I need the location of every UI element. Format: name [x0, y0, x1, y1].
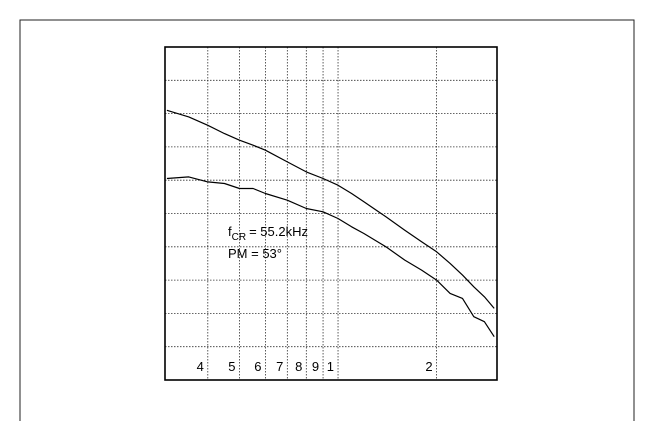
trace — [166, 109, 495, 309]
trace — [166, 176, 495, 338]
x-tick-label: 7 — [276, 359, 283, 374]
annotation-subscript: CR — [232, 232, 246, 243]
x-tick-label: 2 — [425, 359, 432, 374]
x-tick-label: 4 — [197, 359, 204, 374]
plot-frame — [164, 46, 498, 381]
annotation-text: = 55.2kHz — [249, 224, 308, 239]
x-tick-label: 9 — [312, 359, 319, 374]
annotation: PM = 53° — [228, 246, 282, 261]
x-tick-label: 5 — [228, 359, 235, 374]
page-border — [19, 19, 635, 421]
annotation: fCR = 55.2kHz — [228, 224, 308, 243]
x-tick-label: 8 — [295, 359, 302, 374]
annotation-symbol: f — [228, 224, 232, 239]
x-tick-label: 1 — [327, 359, 334, 374]
x-tick-label: 6 — [254, 359, 261, 374]
